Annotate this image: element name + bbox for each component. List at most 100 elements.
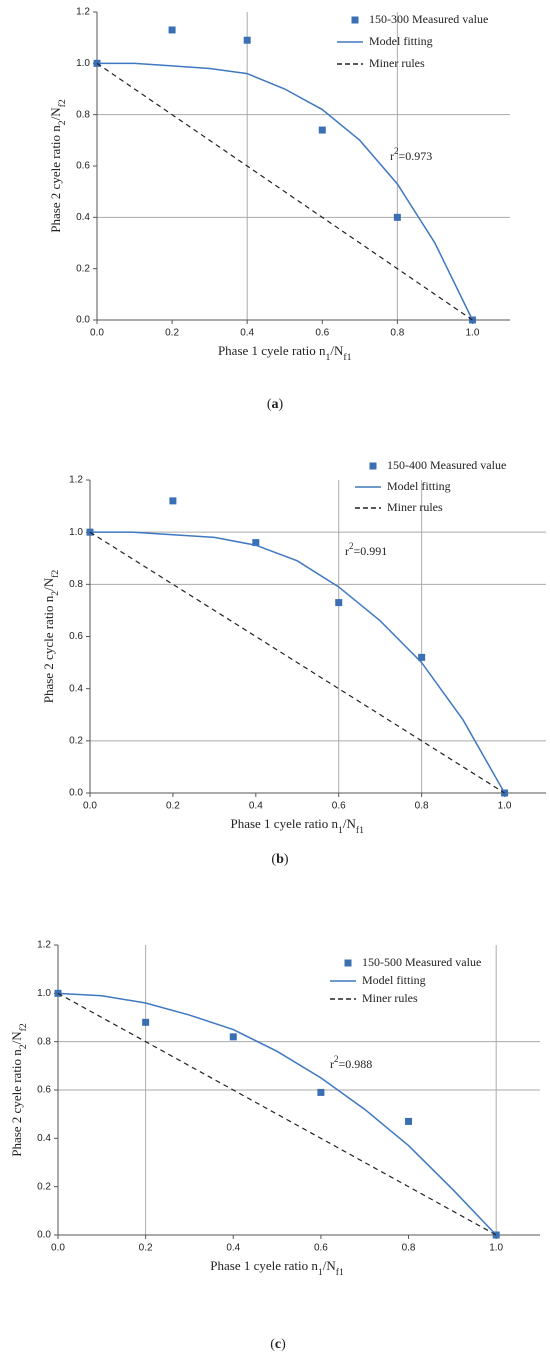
caption-part: ( — [270, 1337, 275, 1352]
annotation: r2=0.991 — [345, 541, 387, 558]
y-axis-label-part: Phase 2 cycle ratio n — [41, 595, 56, 703]
x-axis-label-part: /N — [343, 816, 357, 831]
y-tick-label: 0.6 — [76, 161, 90, 172]
y-axis-label: Phase 2 cycle ratio n2/Nf2 — [41, 570, 61, 704]
y-axis-label: Phase 2 cyele ratio n2/Nf2 — [48, 99, 68, 233]
y-tick-label: 0.8 — [37, 1036, 51, 1047]
x-axis-label-part: f1 — [336, 1267, 344, 1278]
legend-label: 150-500 Measured value — [362, 955, 481, 969]
x-axis-label-part: f1 — [356, 825, 364, 836]
x-tick-label: 0.0 — [83, 801, 97, 812]
y-axis-label: Phase 2 cyele ratio n2/Nf2 — [9, 1023, 29, 1157]
miner-line — [96, 62, 473, 321]
caption-part: c — [275, 1337, 281, 1352]
x-tick-label: 0.8 — [415, 801, 429, 812]
y-tick-label: 1.0 — [37, 988, 51, 999]
x-axis-label-part: 1 — [318, 1267, 323, 1278]
annotation-part: 2 — [394, 146, 399, 156]
y-tick-label: 0.2 — [76, 263, 90, 274]
y-tick-label: 1.2 — [37, 940, 51, 951]
annotation: r2=0.988 — [330, 1054, 372, 1071]
legend-label: Miner rules — [362, 991, 418, 1005]
caption-part: ) — [279, 397, 284, 412]
y-tick-label: 0.8 — [76, 109, 90, 120]
y-tick-label: 0.4 — [76, 212, 90, 223]
annotation-part: r — [330, 1057, 334, 1071]
annotation-part: 2 — [349, 541, 354, 551]
data-point — [229, 1033, 237, 1041]
x-tick-label: 0.8 — [402, 1243, 416, 1254]
x-tick-label: 1.0 — [498, 801, 512, 812]
x-tick-label: 0.4 — [226, 1243, 240, 1254]
legend-marker — [344, 959, 352, 967]
data-point — [168, 26, 176, 34]
y-axis-label-part: /N — [9, 1031, 24, 1045]
caption: (b) — [271, 852, 288, 867]
annotation-part: 2 — [334, 1054, 339, 1064]
legend-label: Miner rules — [387, 500, 443, 514]
y-tick-label: 0.2 — [37, 1181, 51, 1192]
annotation-part: =0.988 — [339, 1057, 373, 1071]
y-tick-label: 1.2 — [69, 475, 83, 486]
x-axis-label-part: Phase 1 cyele ratio n — [210, 1258, 318, 1273]
x-tick-label: 0.2 — [139, 1243, 153, 1254]
y-tick-label: 0.0 — [69, 788, 83, 799]
x-axis-label: Phase 1 cyele ratio n1/Nf1 — [210, 1258, 344, 1278]
y-tick-label: 0.0 — [76, 315, 90, 326]
y-axis-label-part: Phase 2 cyele ratio n — [9, 1049, 24, 1157]
y-axis-label-part: 2 — [50, 591, 61, 596]
x-axis-label-part: /N — [330, 343, 344, 358]
x-axis-label: Phase 1 cyele ratio n1/Nf1 — [230, 816, 364, 836]
y-tick-label: 0.6 — [69, 631, 83, 642]
miner-line — [57, 992, 497, 1236]
x-axis-label: Phase 1 cyele ratio n1/Nf1 — [218, 343, 352, 363]
data-point — [318, 126, 326, 134]
annotation-part: =0.991 — [354, 544, 388, 558]
y-axis-label-part: Phase 2 cyele ratio n — [48, 125, 63, 233]
y-tick-label: 1.0 — [76, 58, 90, 69]
data-point — [252, 539, 260, 547]
y-axis-label-part: f2 — [50, 570, 61, 578]
x-axis-label-part: f1 — [343, 352, 351, 363]
y-axis-label-part: 2 — [57, 120, 68, 125]
legend-label: 150-300 Measured value — [369, 12, 488, 26]
y-axis-label-part: f2 — [57, 99, 68, 107]
data-point — [418, 653, 426, 661]
caption-part: ) — [284, 852, 289, 867]
annotation-part: r — [345, 544, 349, 558]
x-axis-label-part: Phase 1 cyele ratio n — [230, 816, 338, 831]
caption: (c) — [270, 1337, 286, 1352]
x-tick-label: 1.0 — [489, 1243, 503, 1254]
legend-marker — [351, 16, 359, 24]
x-tick-label: 0.6 — [315, 328, 329, 339]
y-tick-label: 0.2 — [69, 735, 83, 746]
fit-line — [57, 992, 497, 1236]
caption-part: b — [276, 852, 284, 867]
caption-part: a — [272, 397, 279, 412]
x-axis-label-part: /N — [323, 1258, 337, 1273]
x-axis-label-part: 1 — [338, 825, 343, 836]
x-tick-label: 0.2 — [165, 328, 179, 339]
x-tick-label: 0.4 — [249, 801, 263, 812]
annotation-part: r — [390, 149, 394, 163]
legend-marker — [369, 462, 377, 470]
x-axis-label-part: 1 — [326, 352, 331, 363]
caption-part: ( — [271, 852, 276, 867]
x-tick-label: 0.0 — [51, 1243, 65, 1254]
annotation-part: =0.973 — [399, 149, 433, 163]
data-point — [405, 1117, 413, 1125]
data-point — [317, 1088, 325, 1096]
y-tick-label: 0.6 — [37, 1085, 51, 1096]
x-tick-label: 0.4 — [240, 328, 254, 339]
y-axis-label-part: /N — [41, 577, 56, 591]
data-point — [142, 1018, 150, 1026]
x-tick-label: 0.2 — [166, 801, 180, 812]
caption: (a) — [267, 397, 284, 412]
fit-line — [97, 62, 474, 321]
legend-label: Model fitting — [362, 973, 426, 987]
legend-label: Model fitting — [369, 34, 433, 48]
y-axis-label-part: 2 — [18, 1044, 29, 1049]
legend-label: 150-400 Measured value — [387, 458, 506, 472]
x-tick-label: 0.8 — [390, 328, 404, 339]
y-tick-label: 1.2 — [76, 7, 90, 18]
